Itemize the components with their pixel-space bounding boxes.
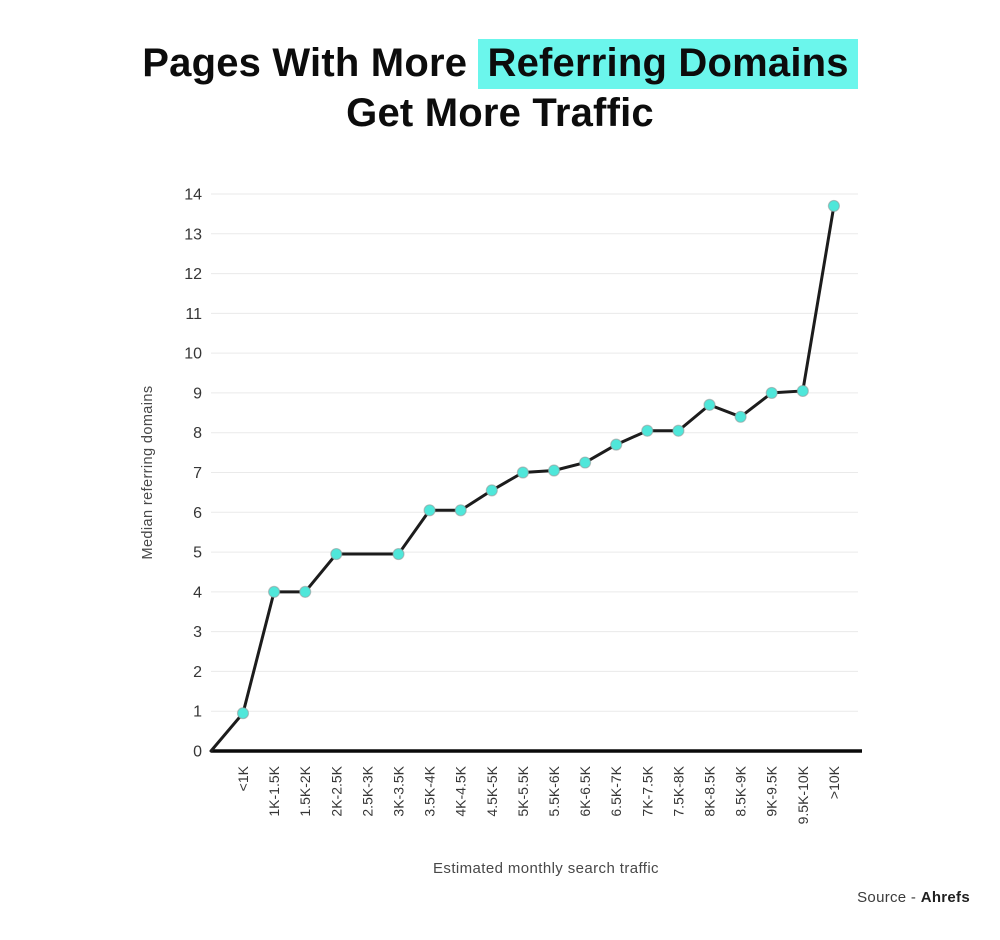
x-tick-label: 1.5K-2K xyxy=(297,765,313,816)
data-point xyxy=(454,504,467,517)
x-tick-label: 1K-1.5K xyxy=(266,765,282,816)
title-line-2: Get More Traffic xyxy=(346,91,654,135)
y-tick-label: 11 xyxy=(185,306,202,323)
data-point xyxy=(547,464,561,477)
data-point xyxy=(610,438,623,451)
x-tick-label: 9.5K-10K xyxy=(795,765,811,824)
source-prefix: Source - xyxy=(857,889,921,906)
x-tick-label: 6K-6.5K xyxy=(577,765,593,816)
data-point xyxy=(236,707,250,720)
data-point xyxy=(734,410,747,423)
data-point xyxy=(485,484,498,497)
gridlines xyxy=(211,193,858,712)
y-tick-label: 13 xyxy=(184,226,202,243)
data-point xyxy=(827,199,841,213)
y-tick-label: 12 xyxy=(184,266,202,283)
y-tick-label: 9 xyxy=(193,385,202,402)
x-tick-label: 5K-5.5K xyxy=(515,765,531,816)
title-line-1: Pages With More Referring Domains xyxy=(0,38,1000,89)
y-tick-label: 7 xyxy=(193,465,202,482)
x-tick-label: 4.5K-5K xyxy=(484,765,500,816)
y-tick-label: 4 xyxy=(193,584,202,601)
data-point xyxy=(330,547,343,561)
data-point xyxy=(796,384,809,398)
title-highlight: Referring Domains xyxy=(478,39,858,89)
data-point xyxy=(703,398,716,411)
data-point xyxy=(672,424,685,437)
data-point xyxy=(299,585,312,598)
y-tick-label: 8 xyxy=(193,425,202,442)
data-point xyxy=(423,504,436,517)
x-tick-labels: <1K 1K-1.5K 1.5K-2K 2K-2.5K 2.5K-3K 3K-3.5K 3.… xyxy=(235,765,842,824)
x-tick-label: 3K-3.5K xyxy=(391,765,407,816)
chart-title: Pages With More Referring Domains Get Mo… xyxy=(0,38,1000,138)
x-tick-label: <1K xyxy=(235,765,251,791)
x-tick-label: 3.5K-4K xyxy=(422,765,438,816)
x-tick-label: 2.5K-3K xyxy=(359,765,375,816)
x-tick-label: 8.5K-9K xyxy=(733,765,749,816)
y-tick-label: 1 xyxy=(193,704,202,721)
data-point xyxy=(641,424,654,437)
data-point xyxy=(516,466,530,479)
x-tick-label: 6.5K-7K xyxy=(608,765,624,816)
data-point xyxy=(578,456,592,469)
y-tick-label: 3 xyxy=(193,624,202,641)
data-point xyxy=(392,547,405,561)
x-tick-label: >10K xyxy=(826,765,842,799)
x-tick-label: 8K-8.5K xyxy=(702,765,718,816)
y-axis-title: Median referring domains xyxy=(140,385,156,559)
y-tick-label: 5 xyxy=(193,545,202,562)
x-axis-title: Estimated monthly search traffic xyxy=(433,860,659,877)
y-tick-label: 14 xyxy=(184,187,202,204)
source-name: Ahrefs xyxy=(920,889,970,906)
axis-titles: Median referring domains Estimated monthl… xyxy=(140,385,659,877)
x-tick-label: 9K-9.5K xyxy=(764,765,780,816)
x-tick-label: 5.5K-6K xyxy=(546,765,562,816)
y-tick-label: 6 xyxy=(193,505,202,522)
x-tick-label: 7.5K-8K xyxy=(670,765,686,816)
y-tick-label: 0 xyxy=(193,744,202,761)
source-credit: Source - Ahrefs xyxy=(857,889,970,906)
data-points xyxy=(236,199,841,720)
x-tick-label: 7K-7.5K xyxy=(639,765,655,816)
data-point xyxy=(268,585,281,598)
x-tick-label: 2K-2.5K xyxy=(328,765,344,816)
title-prefix: Pages With More xyxy=(142,41,479,85)
data-point xyxy=(765,386,778,400)
y-tick-label: 10 xyxy=(184,346,202,363)
y-tick-label: 2 xyxy=(193,664,202,681)
x-tick-label: 4K-4.5K xyxy=(453,765,469,816)
